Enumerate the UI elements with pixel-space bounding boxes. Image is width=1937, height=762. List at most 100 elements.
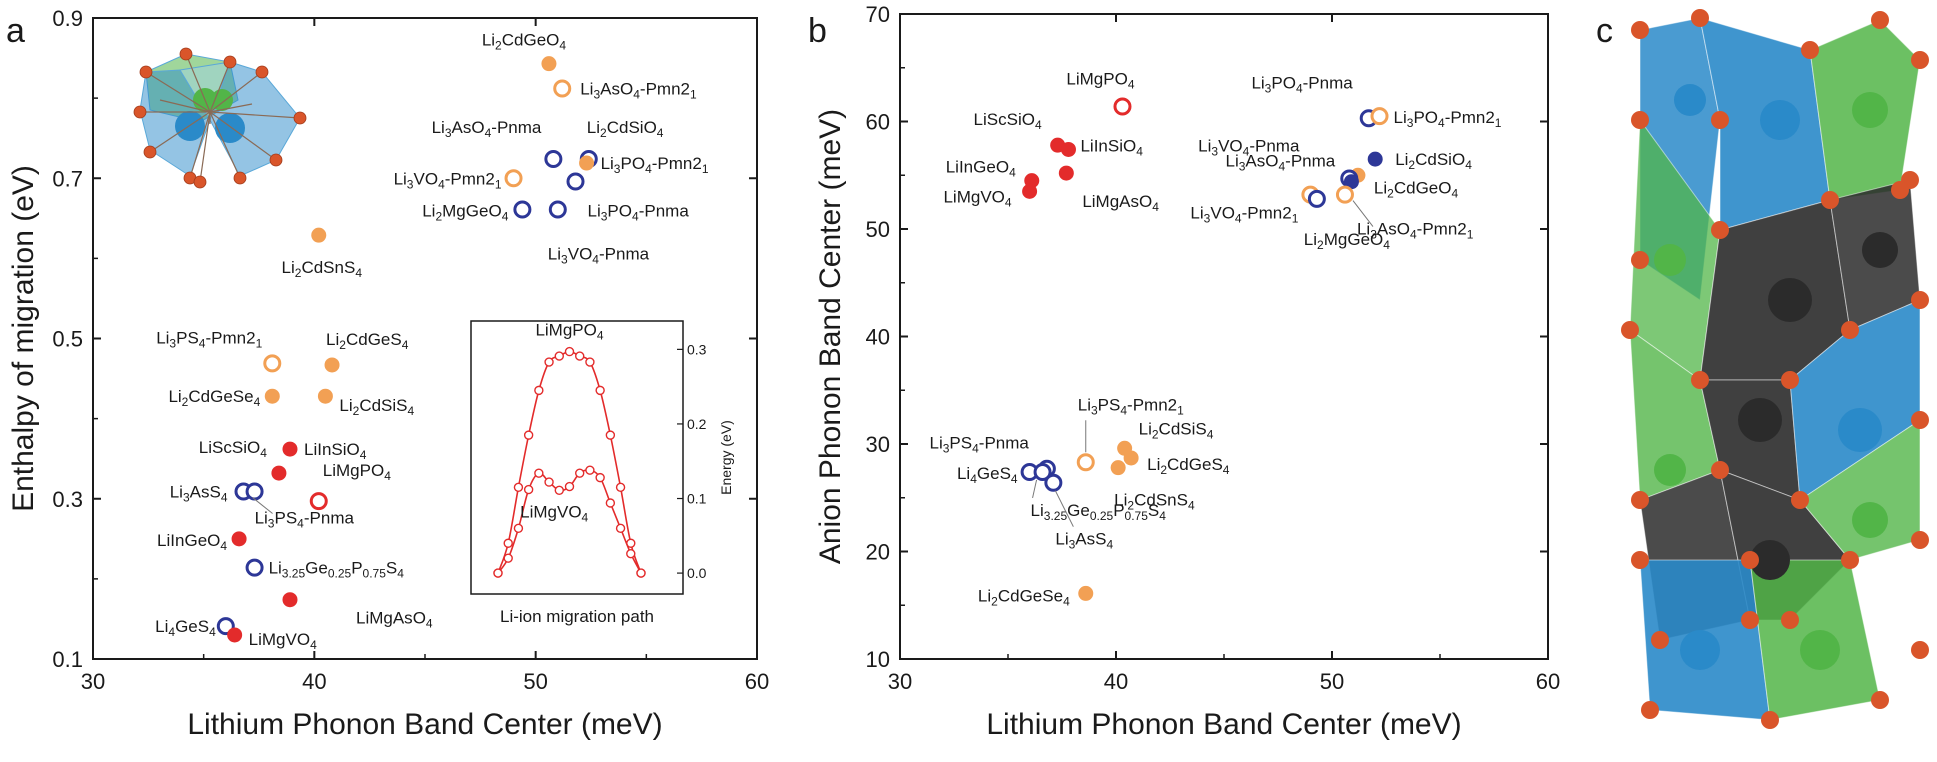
- point-li2cdges4: [1123, 450, 1139, 466]
- atom: [1641, 701, 1659, 719]
- x-tick-label: 50: [1320, 669, 1344, 694]
- x-tick-label: 50: [523, 669, 547, 694]
- point-li3vo4-pnma: [548, 200, 567, 219]
- point-liinsio4: [1060, 141, 1076, 157]
- crystal-structure-illustration: [1621, 9, 1929, 729]
- point-label-li3vo4-pnma: Li3VO4-Pnma: [548, 244, 650, 266]
- atom: [1871, 11, 1889, 29]
- point-limgpo4: [309, 492, 328, 511]
- atom: [1631, 111, 1649, 129]
- point-li2cdsio4: [1367, 151, 1383, 167]
- inset-point-limgvo4: [564, 481, 575, 492]
- point-limgaso4: [1058, 165, 1074, 181]
- bond: [145, 71, 211, 113]
- oxygen-atom: [133, 105, 147, 119]
- point-label-li3ps4-pnma: Li3PS4-Pnma: [929, 434, 1029, 456]
- point-label-liingeo4: LiInGeO4: [157, 531, 227, 553]
- point-label-li3vo4-pmn21: Li3VO4-Pmn21: [394, 169, 502, 191]
- point-li3po4-pmn21: [1370, 107, 1389, 126]
- bond: [149, 111, 211, 153]
- bond: [199, 111, 211, 183]
- point-limgvo4: [227, 627, 243, 643]
- point-label-li3ps4-pnma: Li3PS4-Pnma: [255, 509, 355, 531]
- inset-point-limgvo4: [575, 468, 585, 478]
- inset-point-limgpo4: [585, 357, 595, 367]
- atom: [1651, 631, 1669, 649]
- inset-point-limgpo4: [575, 351, 585, 361]
- point-limgpo4: [1113, 97, 1132, 116]
- bond: [209, 61, 231, 113]
- inset-point-limgvo4: [585, 465, 595, 475]
- leader-line: [252, 497, 273, 514]
- atom: [1821, 191, 1839, 209]
- inset-point-limgpo4: [513, 482, 524, 493]
- atom: [1760, 100, 1800, 140]
- point-li2mggeo4: [1307, 189, 1326, 208]
- y-tick-label: 0.5: [52, 327, 83, 352]
- inset-point-limgvo4: [595, 472, 605, 483]
- atom: [1761, 711, 1779, 729]
- oxygen-atom: [223, 55, 237, 69]
- x-tick-label: 40: [302, 669, 326, 694]
- point-li3vo4-pnma: [1343, 174, 1359, 190]
- point-label-li2cdgeo4: Li2CdGeO4: [1374, 178, 1459, 200]
- point-label-liingeo4: LiInGeO4: [946, 158, 1016, 180]
- atom: [1911, 411, 1929, 429]
- point-label-li2cdsio4: Li2CdSiO4: [587, 118, 664, 140]
- y-tick-label: 40: [866, 325, 890, 350]
- atom: [1911, 641, 1929, 659]
- panel-b-chart: 30 40 50 60 10 20 30 40 50 60 70 Lithium Phonon Ban…: [814, 2, 1560, 741]
- point-label-li2cdsns4: Li2CdSnS4: [1114, 491, 1195, 513]
- bond: [209, 103, 253, 113]
- atom: [1838, 408, 1882, 452]
- bond: [209, 71, 263, 113]
- inset-point-limgvo4: [626, 548, 636, 559]
- point-li2cdges4: [324, 357, 340, 373]
- atom: [1631, 551, 1649, 569]
- point-label-limgpo4: LiMgPO4: [1066, 69, 1134, 91]
- point-label-li2cdsio4: Li2CdSiO4: [1395, 150, 1472, 172]
- atom: [1911, 51, 1929, 69]
- y-tick-label: 0.7: [52, 166, 83, 191]
- atom: [1911, 291, 1929, 309]
- point-li3ps4-pnma: [245, 482, 264, 501]
- atom: [1680, 630, 1720, 670]
- point-label-limgpo4: LiMgPO4: [535, 321, 603, 343]
- oxygen-atom: [233, 171, 247, 185]
- point-label-li3-25ge0-25p0-75s4: Li3.25Ge0.25P0.75S4: [269, 559, 405, 581]
- oxygen-atom: [143, 145, 157, 159]
- point-liingeo4: [231, 531, 247, 547]
- point-label-li2cdsis4: Li2CdSiS4: [1139, 419, 1214, 441]
- bond: [209, 111, 301, 119]
- point-label-li3ass4: Li3AsS4: [170, 483, 228, 505]
- bond: [185, 53, 211, 113]
- oxygen-atom: [255, 65, 269, 79]
- inset-point-limgvo4: [503, 553, 513, 563]
- y-tick-label: 70: [866, 2, 890, 27]
- atom: [1691, 371, 1709, 389]
- point-label-limgvo4: LiMgVO4: [520, 503, 588, 525]
- point-li2mggeo4: [513, 200, 532, 219]
- inset-point-limgpo4: [595, 385, 605, 396]
- atom: [1911, 531, 1929, 549]
- point-limgaso4: [282, 592, 298, 608]
- atom: [1738, 398, 1782, 442]
- oxygen-atom: [269, 153, 283, 167]
- point-label-li3ps4-pmn21: Li3PS4-Pmn21: [156, 328, 262, 350]
- point-li3po4-pmn21: [579, 155, 595, 171]
- inset-point-limgpo4: [534, 385, 544, 396]
- cation-atom: [215, 113, 245, 143]
- inset-y-tick-label: 0.2: [687, 416, 707, 432]
- atom: [1852, 92, 1888, 128]
- atom: [1852, 502, 1888, 538]
- inset-frame: [470, 320, 684, 595]
- atom: [1654, 454, 1686, 486]
- point-label-li3aso4-pmn21: Li3AsO4-Pmn21: [580, 80, 697, 102]
- oxygen-atom: [179, 47, 193, 61]
- atom: [1691, 9, 1709, 27]
- point-label-li2cdgeo4: Li2CdGeO4: [482, 31, 567, 53]
- y-tick-label: 60: [866, 110, 890, 135]
- point-label-limgvo4: LiMgVO4: [943, 187, 1011, 209]
- migration-polyhedra-illustration: [133, 47, 307, 189]
- inset-point-limgvo4: [554, 485, 564, 496]
